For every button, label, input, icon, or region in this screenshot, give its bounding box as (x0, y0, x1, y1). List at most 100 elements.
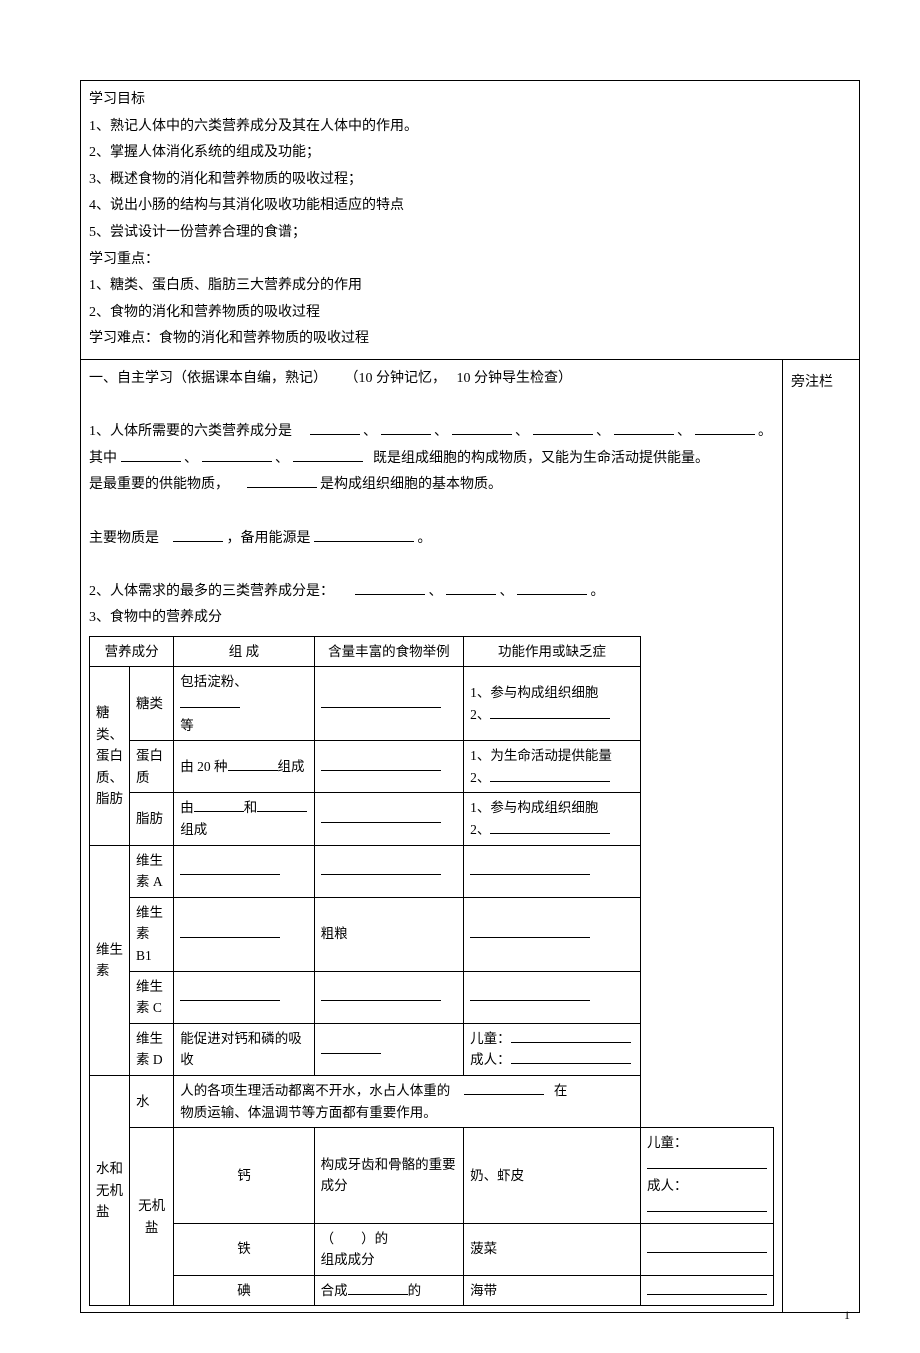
r5-name: 维生素 B1 (130, 897, 174, 971)
blank (490, 820, 610, 835)
r3-func-a: 1、参与构成组织细胞 (470, 800, 598, 815)
blank (647, 1239, 767, 1254)
r6-name: 维生素 C (130, 971, 174, 1023)
page-number: 1 (844, 1308, 850, 1323)
q1-d: 是最重要的供能物质， (89, 477, 229, 492)
r10-comp-a: （ (321, 1231, 335, 1246)
blank (321, 757, 441, 772)
period: 。 (758, 424, 772, 439)
blank (533, 420, 593, 435)
r6-comp (174, 971, 314, 1023)
r10-func (641, 1223, 774, 1275)
r11-comp: 合成 的 (314, 1275, 463, 1306)
blank (202, 447, 272, 462)
section1-title-a: 一、自主学习（依据课本自编，熟记） (89, 371, 327, 386)
blank (180, 924, 280, 939)
sep: 、 (184, 451, 198, 466)
r2-comp-b: 组成 (278, 759, 305, 774)
section1-title-b: （10 分钟记忆， (345, 371, 447, 386)
r1-comp-a: 包括淀粉、 (180, 674, 248, 689)
blank (348, 1280, 408, 1295)
blank (511, 1050, 631, 1065)
r6-func (464, 971, 641, 1023)
r7-func-a: 儿童： (470, 1031, 511, 1046)
r2-func: 1、为生命活动提供能量 2、 (464, 741, 641, 793)
blank (228, 757, 278, 772)
group3b-label: 无机盐 (130, 1128, 174, 1306)
group3-label: 水和无机盐 (90, 1075, 130, 1305)
blank (247, 473, 317, 488)
period: 。 (591, 584, 605, 599)
blank (490, 767, 610, 782)
goal-3: 3、概述食物的消化和营养物质的吸收过程； (89, 172, 362, 187)
blank (321, 987, 441, 1002)
r11-name: 碘 (174, 1275, 314, 1306)
blank (470, 861, 590, 876)
blank (314, 527, 414, 542)
r11-comp-b: 的 (408, 1283, 422, 1298)
blank (490, 704, 610, 719)
r4-func (464, 845, 641, 897)
r3-comp-c: 组成 (180, 822, 207, 837)
r2-func-a: 1、为生命活动提供能量 (470, 748, 612, 763)
sep: 、 (275, 451, 289, 466)
r1-func-b: 2、 (470, 707, 490, 722)
difficulty: 学习难点：食物的消化和营养物质的吸收过程 (89, 331, 369, 346)
r2-comp-a: 由 20 种 (180, 759, 227, 774)
r6-food (314, 971, 463, 1023)
blank (180, 987, 280, 1002)
r7-name: 维生素 D (130, 1023, 174, 1075)
r9-func-a: 儿童： (647, 1135, 688, 1150)
blank (180, 694, 240, 709)
blank (647, 1154, 767, 1169)
r3-func-b: 2、 (470, 822, 490, 837)
r10-food: 菠菜 (464, 1223, 641, 1275)
r11-func (641, 1275, 774, 1306)
r3-food (314, 793, 463, 845)
blank (695, 420, 755, 435)
outer-layout-table: 学习目标 1、熟记人体中的六类营养成分及其在人体中的作用。 2、掌握人体消化系统… (80, 80, 860, 1313)
learning-goals-title: 学习目标 (89, 92, 145, 107)
blank (355, 580, 425, 595)
section1-title-c: 10 分钟导生检查） (457, 371, 573, 386)
r11-comp-a: 合成 (321, 1283, 348, 1298)
sep: 、 (500, 584, 514, 599)
content-cell: 一、自主学习（依据课本自编，熟记） （10 分钟记忆， 10 分钟导生检查） 1… (81, 359, 783, 1312)
r1-func-a: 1、参与构成组织细胞 (470, 685, 598, 700)
goal-4: 4、说出小肠的结构与其消化吸收功能相适应的特点 (89, 198, 404, 213)
blank (464, 1080, 544, 1095)
blank (511, 1028, 631, 1043)
q2-a: 2、人体需求的最多的三类营养成分是： (89, 584, 334, 599)
r4-comp (174, 845, 314, 897)
blank (194, 798, 244, 813)
th-composition: 组 成 (174, 636, 314, 667)
r1-comp-b: 等 (180, 718, 194, 733)
r7-func: 儿童： 成人： (464, 1023, 641, 1075)
blank (257, 798, 307, 813)
q1-a: 1、人体所需要的六类营养成分是 (89, 424, 292, 439)
margin-note-label: 旁注栏 (791, 370, 851, 397)
blank (173, 527, 223, 542)
sep: 、 (515, 424, 529, 439)
blank (470, 924, 590, 939)
r9-comp: 构成牙齿和骨骼的重要成分 (314, 1128, 463, 1223)
sep: 、 (429, 584, 443, 599)
blank (121, 447, 181, 462)
r1-func: 1、参与构成组织细胞 2、 (464, 667, 641, 741)
r5-func (464, 897, 641, 971)
sep: 、 (596, 424, 610, 439)
r3-comp-b: 和 (244, 800, 258, 815)
r9-func: 儿童： 成人： (641, 1128, 774, 1223)
th-component: 营养成分 (90, 636, 174, 667)
sep: 、 (363, 424, 377, 439)
r8-name: 水 (130, 1075, 174, 1127)
keypoint-1: 1、糖类、蛋白质、脂肪三大营养成分的作用 (89, 278, 362, 293)
blank (293, 447, 363, 462)
blank (647, 1197, 767, 1212)
r8-desc: 人的各项生理活动都离不开水，水占人体重的 在 物质运输、体温调节等方面都有重要作… (174, 1075, 641, 1127)
r10-comp-b: ）的 (361, 1231, 388, 1246)
r8-desc-b: 在 (554, 1083, 568, 1098)
group2-label: 维生素 (90, 845, 130, 1075)
r3-comp: 由和 组成 (174, 793, 314, 845)
r2-comp: 由 20 种 组成 (174, 741, 314, 793)
